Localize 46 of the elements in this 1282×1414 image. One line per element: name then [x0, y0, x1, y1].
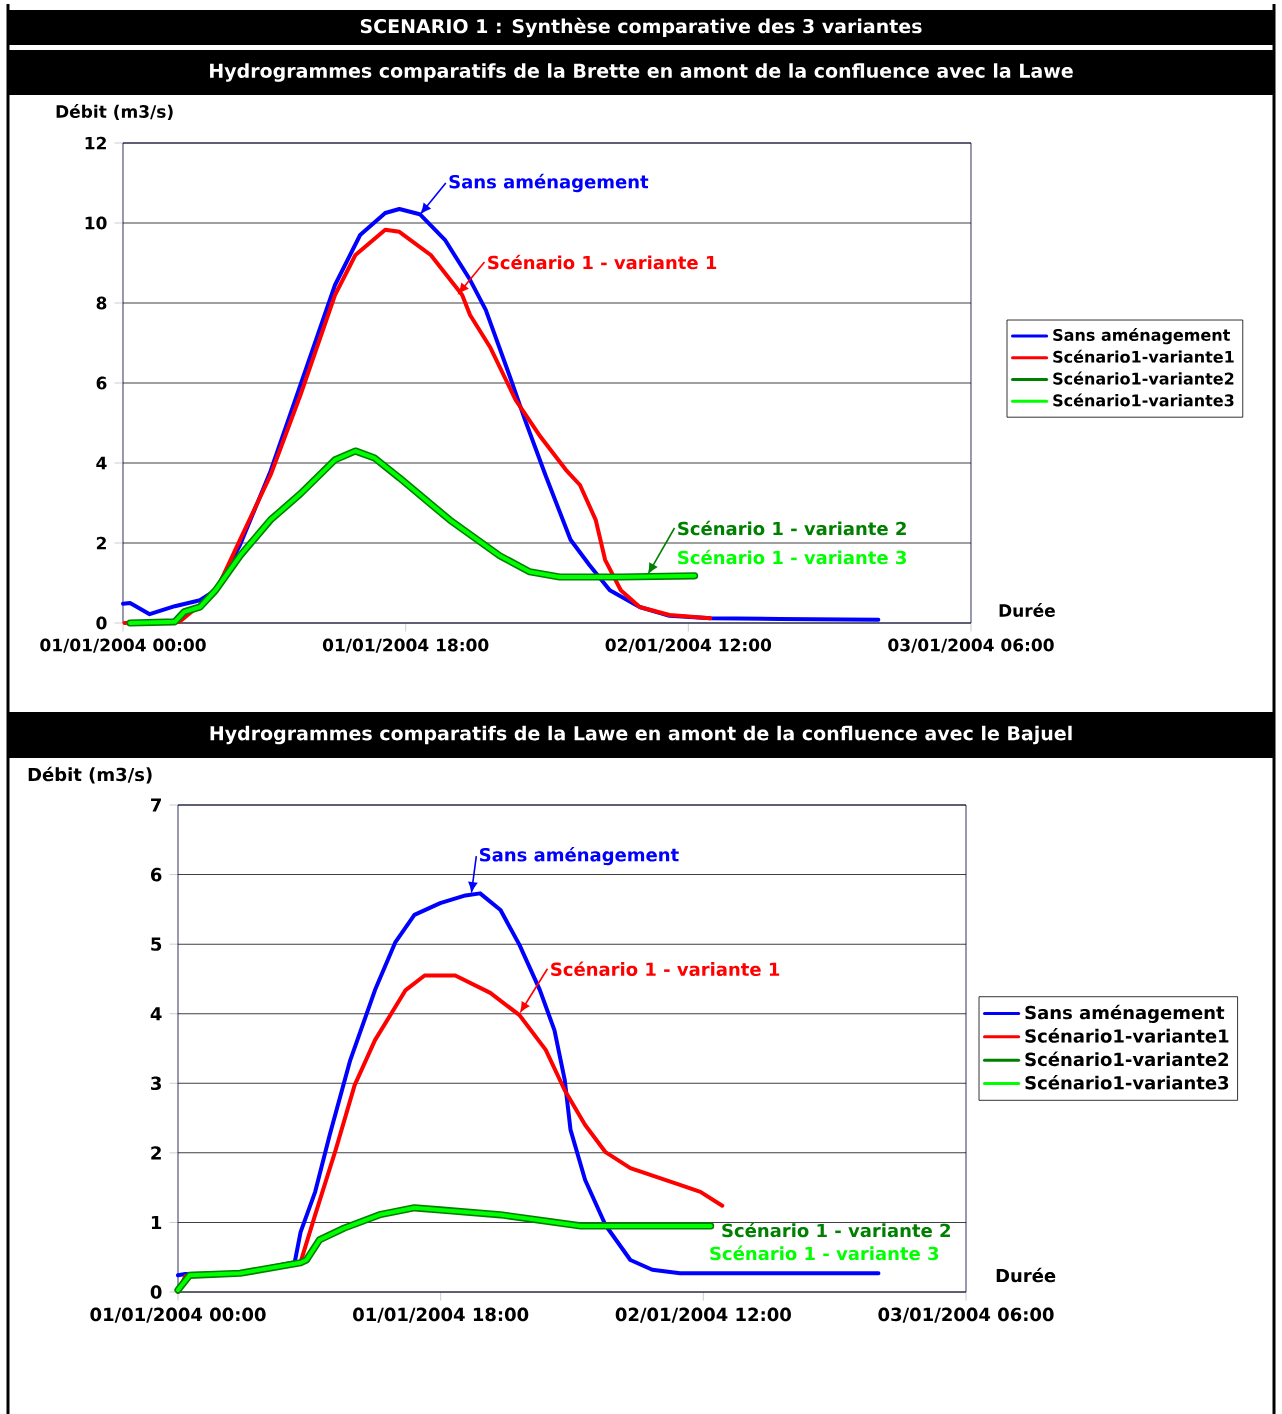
legend-label: Scénario1-variante3	[1053, 393, 1234, 407]
chart-subtitle: Hydrogrammes comparatifs de la Brette en amont de la confluence avec la Lawe	[210, 63, 1073, 82]
annotation: Scénario 1 - variante 1	[488, 254, 717, 270]
y-tick-label: 5	[151, 937, 162, 951]
y-tick-label: 0	[96, 616, 107, 630]
y-tick-label: 12	[85, 136, 106, 150]
annotation: Scénario 1 - variante 3	[710, 1245, 939, 1261]
x-tick-label: 01/01/2004 18:00	[353, 1307, 529, 1323]
x-tick-label: 01/01/2004 00:00	[90, 1307, 266, 1323]
y-tick-label: 7	[151, 798, 161, 812]
annotation: Sans aménagement	[449, 173, 649, 193]
x-axis-title: Durée	[996, 1267, 1056, 1283]
y-tick-label: 4	[96, 456, 107, 470]
y-axis-title: Débit (m3/s)	[28, 766, 152, 784]
y-tick-label: 0	[150, 1285, 162, 1299]
x-axis-title: Durée	[999, 603, 1055, 617]
legend-label: Scénario1-variante3	[1025, 1074, 1229, 1090]
legend-label: Sans aménagement	[1053, 328, 1230, 345]
x-tick-label: 03/01/2004 06:00	[888, 638, 1054, 653]
y-tick-label: 1	[151, 1215, 162, 1229]
legend-label: Scénario1-variante1	[1025, 1028, 1229, 1043]
annotation: Scénario 1 - variante 2	[678, 520, 906, 536]
y-tick-label: 2	[96, 536, 106, 550]
x-tick-label: 01/01/2004 00:00	[40, 638, 206, 653]
annotation: Scénario 1 - variante 3	[678, 549, 906, 565]
annotation: Sans aménagement	[480, 846, 679, 866]
legend-label: Scénario1-variante2	[1053, 371, 1234, 385]
x-tick-label: 02/01/2004 12:00	[605, 638, 772, 653]
chart-title: Hydrogrammes comparatifs de la Lawe en amont de la confluence avec le Bajuel	[210, 725, 1072, 745]
legend-label: Scénario1-variante2	[1025, 1051, 1229, 1067]
x-tick-label: 02/01/2004 12:00	[615, 1307, 791, 1323]
annotation: Scénario 1 - variante 2	[722, 1222, 950, 1238]
y-tick-label: 6	[151, 867, 162, 882]
annotation: Scénario 1 - variante 1	[551, 961, 780, 977]
y-tick-label: 3	[151, 1076, 161, 1091]
y-tick-label: 4	[150, 1007, 162, 1021]
y-axis-title: Débit (m3/s)	[56, 104, 173, 120]
y-tick-label: 8	[96, 296, 107, 310]
legend-label: Scénario1-variante1	[1053, 349, 1234, 363]
y-tick-label: 6	[96, 376, 107, 390]
legend-label: Sans aménagement	[1025, 1004, 1225, 1024]
chart-title: SCENARIO 1 : Synthèse comparative des 3 variantes	[360, 17, 922, 38]
y-tick-label: 10	[85, 216, 107, 230]
y-tick-label: 2	[151, 1146, 161, 1160]
x-tick-label: 01/01/2004 18:00	[322, 638, 489, 653]
x-tick-label: 03/01/2004 06:00	[878, 1307, 1054, 1323]
